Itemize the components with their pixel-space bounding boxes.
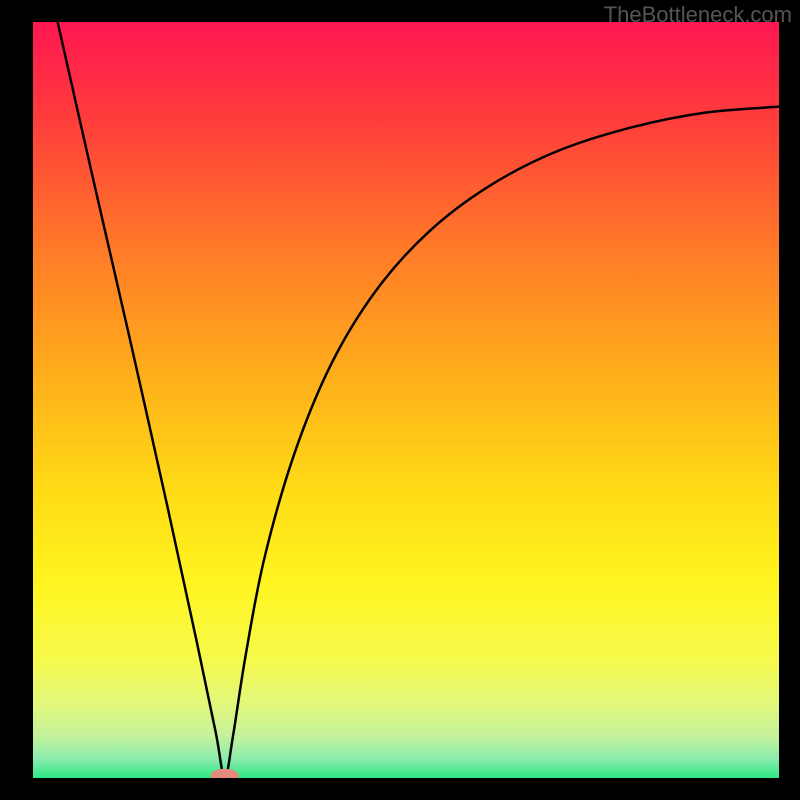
plot-area (33, 22, 779, 778)
chart-svg (33, 22, 779, 778)
chart-container: TheBottleneck.com (0, 0, 800, 800)
watermark-text: TheBottleneck.com (604, 2, 792, 28)
